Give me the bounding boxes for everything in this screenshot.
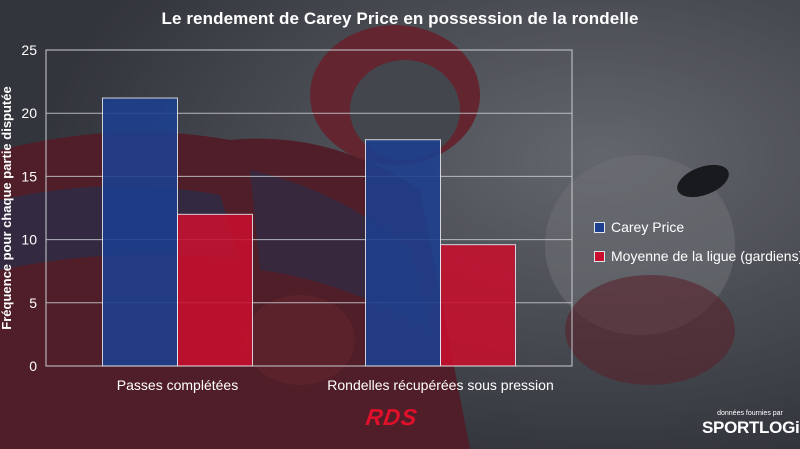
y-tick-label: 5 bbox=[29, 295, 37, 311]
rds-logo: RDS bbox=[364, 404, 420, 430]
legend-item-league-average: Moyenne de la ligue (gardiens) bbox=[594, 248, 800, 264]
y-axis-label: Fréquence pour chaque partie disputée bbox=[0, 86, 14, 329]
y-tick-label: 0 bbox=[29, 358, 37, 374]
x-tick-label: Passes complétées bbox=[117, 377, 238, 393]
y-tick-label: 10 bbox=[21, 232, 37, 248]
bar-carey-price bbox=[102, 97, 178, 367]
chart-title: Le rendement de Carey Price en possessio… bbox=[161, 9, 639, 28]
sportlogiq-logo: SPORTLOGiQ bbox=[702, 418, 800, 437]
legend-swatch-carey-price bbox=[594, 221, 605, 233]
bar-league-average bbox=[440, 244, 516, 367]
plot-area-border bbox=[45, 49, 573, 367]
data-credit-text: données fournies par bbox=[717, 410, 783, 417]
y-tick-label: 25 bbox=[21, 42, 37, 58]
bar-league-average bbox=[177, 213, 253, 367]
bar-carey-price bbox=[365, 139, 441, 367]
legend-label: Moyenne de la ligue (gardiens) bbox=[611, 248, 800, 264]
legend-swatch-league-average bbox=[594, 250, 605, 262]
x-tick-label: Rondelles récupérées sous pression bbox=[327, 377, 553, 393]
legend-label: Carey Price bbox=[611, 219, 685, 235]
legend-item-carey-price: Carey Price bbox=[594, 219, 684, 235]
y-tick-label: 15 bbox=[21, 168, 37, 184]
y-tick-label: 20 bbox=[21, 105, 37, 121]
